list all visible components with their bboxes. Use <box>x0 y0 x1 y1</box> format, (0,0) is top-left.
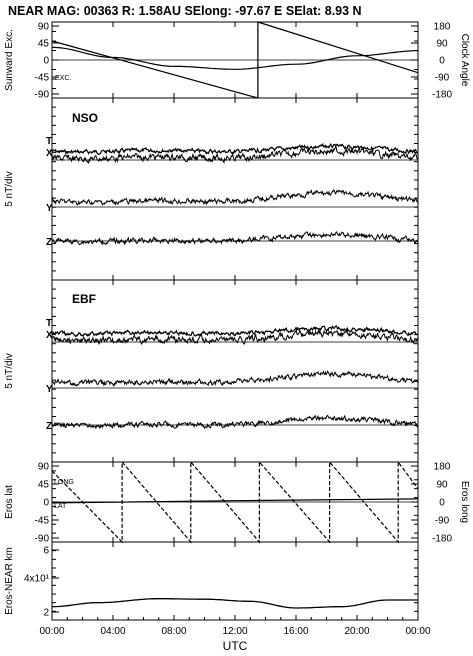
y-tick-label-left: 45 <box>38 39 50 50</box>
y-tick-label-left: -90 <box>35 90 50 101</box>
y-tick-label-left: 2 <box>43 608 49 619</box>
y-tick-label-right: -90 <box>435 516 450 527</box>
series-eros-near-distance <box>51 598 418 609</box>
tick-marks <box>51 22 419 620</box>
label-y: Y <box>46 203 53 214</box>
ylabel-clock-angle: Clock Angle <box>459 34 470 87</box>
label-x: X <box>46 148 53 159</box>
x-tick-label: 16:00 <box>283 626 308 637</box>
x-tick-label: 08:00 <box>161 626 186 637</box>
y-tick-label-left: -45 <box>35 516 50 527</box>
y-tick-label-left: 4x10¹ <box>24 574 50 585</box>
y-tick-label-left: 0 <box>43 498 49 509</box>
trace-y <box>51 369 419 388</box>
panel-frames <box>51 21 419 621</box>
panel-label-nso: NSO <box>72 111 98 125</box>
x-axis-label: UTC <box>223 639 248 653</box>
series-eros-lat <box>51 498 419 504</box>
x-tick-label: 20:00 <box>344 626 369 637</box>
panel-frame-1 <box>51 97 419 281</box>
panel-label-ebf: EBF <box>72 292 96 306</box>
label-lat: LAT <box>54 503 67 510</box>
label-z: Z <box>46 421 52 432</box>
trace-z <box>51 230 419 246</box>
trace-z <box>51 414 419 430</box>
y-tick-label-left: 6 <box>43 546 49 557</box>
y-tick-label-left: 45 <box>38 480 50 491</box>
panel-frame-4 <box>51 541 419 621</box>
label-t: T <box>46 136 52 147</box>
x-tick-label: 12:00 <box>222 626 247 637</box>
label-long: LONG <box>54 479 74 486</box>
label-exc: EXC. <box>55 75 71 82</box>
series-excursion <box>51 46 418 70</box>
x-tick-label: 04:00 <box>100 626 125 637</box>
ylabel-nso: 5 nT/div <box>4 171 15 207</box>
ylabel-eros-lat: Eros lat <box>4 485 15 519</box>
ylabel-eros-long: Eros long <box>459 481 470 523</box>
panel-frame-2 <box>51 279 419 463</box>
plot-title: NEAR MAG: 00363 R: 1.58AU SElong: -97.67… <box>8 4 362 18</box>
axis-labels: 00:00 04:00 08:00 12:00 16:00 20:00 00:00 UTC 90… <box>4 22 470 654</box>
y-tick-label-right: 180 <box>434 462 451 473</box>
trace-x <box>51 146 419 165</box>
y-tick-label-right: -180 <box>432 534 452 545</box>
label-t: T <box>46 318 52 329</box>
label-y: Y <box>46 384 53 395</box>
y-tick-label-left: -90 <box>35 534 50 545</box>
ylabel-sunward: Sunward Exc. <box>4 29 15 91</box>
trace-x <box>51 328 419 346</box>
y-tick-label-right: -180 <box>432 90 452 101</box>
y-tick-label-right: 180 <box>434 22 451 33</box>
y-tick-label-right: 90 <box>436 39 448 50</box>
x-tick-label: 00:00 <box>39 626 64 637</box>
series-eros-long <box>51 460 419 544</box>
y-tick-label-right: 0 <box>439 56 445 67</box>
y-tick-label-right: 90 <box>436 480 448 491</box>
ylabel-ebf: 5 nT/div <box>4 353 15 389</box>
y-tick-label-right: -90 <box>435 73 450 84</box>
ylabel-eros-near: Eros-NEAR km <box>4 547 15 615</box>
label-x: X <box>46 330 53 341</box>
y-tick-label-left: 90 <box>38 22 50 33</box>
y-tick-label-right: 0 <box>439 498 445 509</box>
trace-t <box>51 142 419 156</box>
x-tick-label: 00:00 <box>405 626 430 637</box>
trace-t <box>52 325 419 338</box>
trace-y <box>51 189 419 206</box>
y-tick-label-left: -45 <box>35 73 50 84</box>
y-tick-label-left: 90 <box>38 462 50 473</box>
label-z: Z <box>46 237 52 248</box>
data-curves <box>51 21 419 609</box>
y-tick-label-left: 0 <box>43 56 49 67</box>
